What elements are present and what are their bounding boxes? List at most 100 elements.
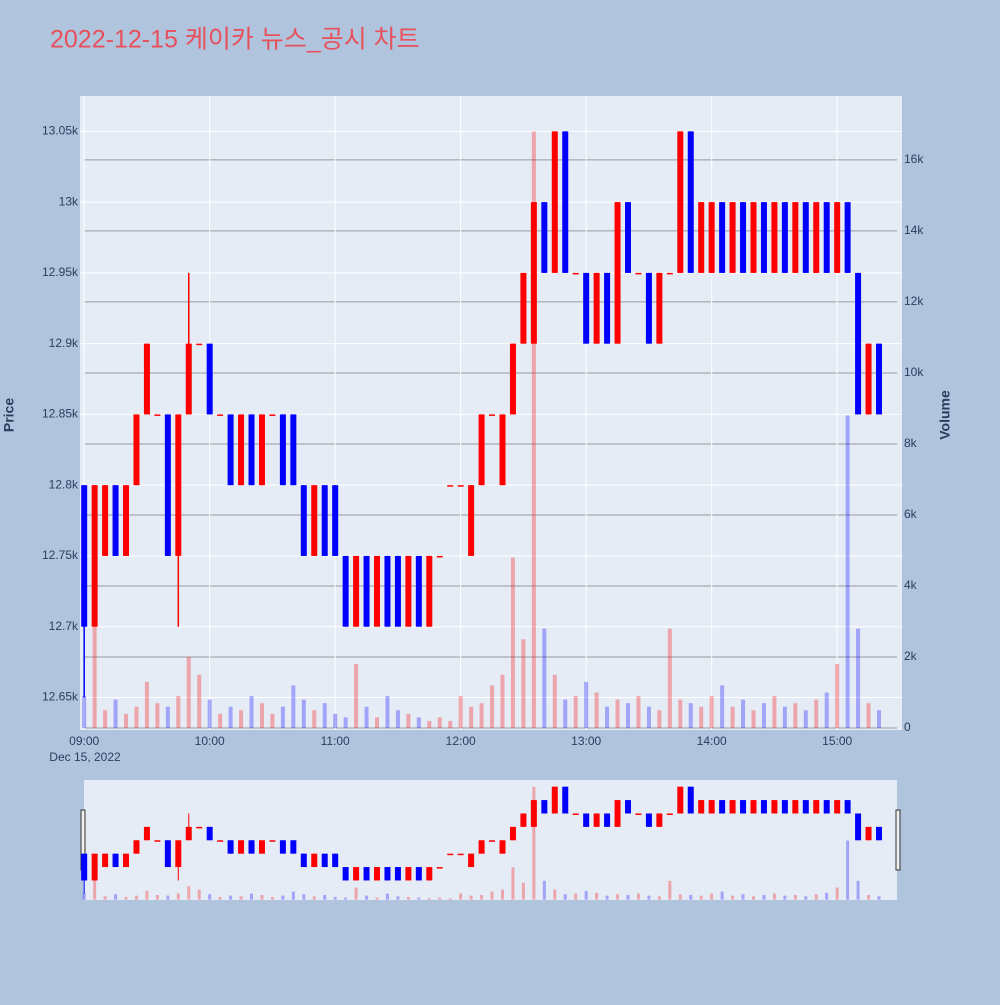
volume-bar — [395, 710, 400, 729]
mini-volume-bar — [438, 897, 442, 900]
mini-volume-bar — [804, 896, 808, 900]
candle-body — [583, 272, 590, 344]
candle-body — [760, 202, 767, 273]
mini-volume-bar — [856, 880, 860, 900]
y-tick-label: 12.85k — [42, 407, 79, 421]
mini-volume-bar — [134, 895, 138, 900]
volume-bar — [165, 706, 170, 729]
volume-bar — [416, 717, 421, 729]
y2-tick-label: 2k — [904, 649, 918, 663]
candle-body — [342, 555, 349, 627]
range-handle[interactable] — [895, 809, 901, 871]
mini-candle-body — [258, 840, 265, 854]
mini-volume-bar — [699, 895, 703, 900]
volume-bar — [176, 696, 181, 729]
mini-candle-body — [572, 813, 579, 815]
y2-tick-label: 16k — [904, 152, 924, 166]
mini-volume-bar — [270, 896, 274, 900]
candle-body — [374, 555, 381, 627]
mini-candle-body — [248, 840, 255, 854]
candle-body — [813, 202, 820, 273]
mini-volume-bar — [835, 887, 839, 900]
candle-body — [625, 202, 631, 273]
volume-bar — [218, 713, 223, 729]
range-slider[interactable] — [84, 780, 897, 900]
volume-bar — [646, 706, 651, 729]
volume-bar — [510, 557, 515, 729]
mini-candle-body — [802, 800, 809, 814]
volume-bar — [113, 699, 118, 729]
candle-body — [562, 131, 569, 273]
candle-body — [133, 414, 140, 486]
mini-candle-body — [394, 867, 401, 881]
volume-bar — [301, 699, 306, 729]
candle-body — [353, 555, 360, 627]
x-tick-label: 14:00 — [697, 734, 727, 748]
volume-bar — [667, 628, 672, 729]
volume-bar — [207, 699, 212, 729]
volume-bar — [835, 664, 840, 729]
mini-volume-bar — [867, 894, 871, 900]
mini-volume-bar — [678, 894, 682, 900]
volume-bar — [552, 674, 557, 729]
y-tick-label: 12.8k — [49, 477, 79, 491]
mini-volume-bar — [312, 896, 316, 900]
mini-candle-body — [687, 786, 694, 814]
volume-bar — [751, 710, 756, 729]
y2-axis-title: Volume — [937, 390, 953, 440]
candle-body — [154, 414, 161, 416]
volume-bar — [144, 681, 149, 729]
candle-body — [238, 414, 245, 486]
volume-bar — [469, 706, 474, 729]
mini-volume-bar — [741, 894, 745, 900]
candle-body — [279, 414, 286, 486]
y-tick-label: 12.65k — [42, 690, 79, 704]
candle-body — [729, 202, 736, 273]
candle-body — [206, 343, 213, 415]
mini-volume-bar — [208, 894, 212, 900]
volume-bar — [333, 713, 338, 729]
mini-volume-bar — [762, 894, 766, 900]
volume-bar — [280, 706, 285, 729]
candle-body — [248, 414, 255, 486]
mini-candle-body — [604, 813, 611, 827]
candle-body — [447, 485, 454, 487]
x-tick-label: 11:00 — [321, 734, 350, 748]
candle-body — [740, 202, 747, 273]
mini-candle-body — [625, 800, 631, 814]
candle-body — [143, 343, 150, 415]
candle-body — [509, 343, 516, 415]
mini-candle-body — [374, 867, 381, 881]
mini-volume-bar — [626, 894, 630, 900]
volume-bar — [793, 703, 798, 729]
volume-bar — [239, 710, 244, 729]
volume-bar — [197, 674, 202, 729]
volume-bar — [709, 696, 714, 729]
mini-candle-body — [332, 853, 339, 868]
volume-bar — [688, 703, 693, 729]
candle-body — [394, 555, 401, 627]
candle-body — [781, 202, 788, 273]
candle-body — [332, 485, 339, 556]
y-axis-title: Price — [1, 398, 17, 432]
mini-volume-bar — [375, 897, 379, 900]
y2-tick-label: 10k — [904, 365, 924, 379]
volume-bar — [594, 692, 599, 729]
candle-body — [436, 555, 443, 558]
mini-candle-body — [719, 800, 726, 814]
candle-body — [530, 202, 537, 344]
mini-candle-body — [478, 840, 485, 854]
candle-body — [478, 414, 485, 486]
y2-tick-label: 12k — [904, 294, 924, 308]
mini-volume-bar — [427, 898, 431, 900]
y-tick-label: 12.7k — [49, 619, 79, 633]
mini-candle-body — [489, 840, 496, 842]
mini-volume-bar — [647, 895, 651, 900]
mini-candle-body — [698, 800, 705, 814]
x-tick-label: 10:00 — [195, 734, 225, 748]
mini-volume-bar — [124, 896, 128, 900]
volume-bar — [124, 713, 129, 729]
volume-bar — [542, 628, 547, 729]
mini-candle-body — [238, 840, 245, 854]
